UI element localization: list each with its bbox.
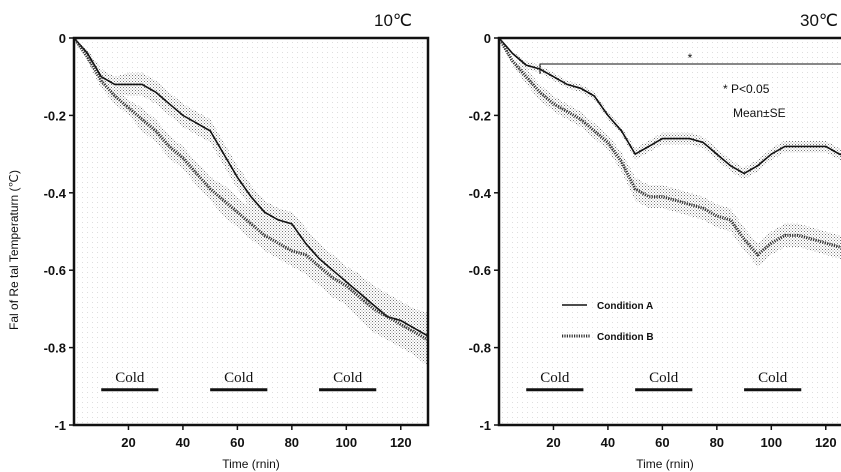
p-value-note: * P<0.05 [723,82,770,96]
x-tick-label: 120 [815,435,837,450]
y-tick-label: -0.8 [44,341,66,356]
chart-panel-10c: 10℃ Cold Cold Cold 0 -0.2 -0.4 -0.6 -0.8 -1 20 4… [44,11,430,471]
legend: Condition A Condition B [562,301,654,343]
y-tick-label: 0 [484,31,491,46]
y-tick-label: -0.2 [469,108,491,123]
x-tick-label: 80 [285,435,299,450]
x-tick-label: 60 [655,435,669,450]
series-line-condition-a [498,37,841,175]
se-band-condition-b [499,38,841,267]
x-tick-label: 20 [546,435,560,450]
x-tick-label: 120 [390,435,412,450]
cold-period-label: Cold [224,370,254,386]
cold-period-label: Cold [333,370,363,386]
x-tick-label: 100 [335,435,357,450]
chart-title: 30℃ [800,11,838,30]
se-band-condition-b [74,38,428,367]
x-tick-label: 100 [760,435,782,450]
y-tick-label: -0.6 [469,263,491,278]
x-tick-label: 20 [121,435,135,450]
y-tick-label: -0.4 [469,186,492,201]
x-axis-label: Time (rnin) [222,457,280,471]
x-tick-label: 60 [230,435,244,450]
plot-frame [497,36,841,427]
y-tick-label: -0.6 [44,263,66,278]
y-tick-label: 0 [59,31,66,46]
cold-period-label: Cold [758,370,788,386]
x-tick-label: 40 [176,435,190,450]
y-tick-label: -0.2 [44,108,66,123]
y-axis-label: Fal of Re tal Temperaturn (℃) [7,170,21,330]
series-line-condition-a [73,37,429,337]
series-line-condition-b [497,37,841,257]
legend-label-condition-b: Condition B [597,332,654,343]
y-tick-label: -1 [479,418,491,433]
y-tick-label: -0.4 [44,186,67,201]
significance-bracket [539,63,841,74]
chart-panel-30c: 30℃ Cold Cold Cold 0 -0.2 -0.4 -0.6 -0.8 -1 20 4… [469,11,841,471]
cold-period-label: Cold [115,370,145,386]
chart-title: 10℃ [374,11,412,30]
mean-se-note: Mean±SE [733,106,786,120]
cold-period-label: Cold [649,370,679,386]
x-tick-label: 80 [710,435,724,450]
y-tick-label: -1 [54,418,66,433]
cold-period-label: Cold [540,370,570,386]
legend-label-condition-a: Condition A [597,301,653,312]
x-axis-label: Time (rnin) [636,457,694,471]
significance-asterisk: * [688,51,693,65]
x-tick-label: 40 [601,435,615,450]
plot-frame [72,36,430,427]
y-tick-label: -0.8 [469,341,491,356]
